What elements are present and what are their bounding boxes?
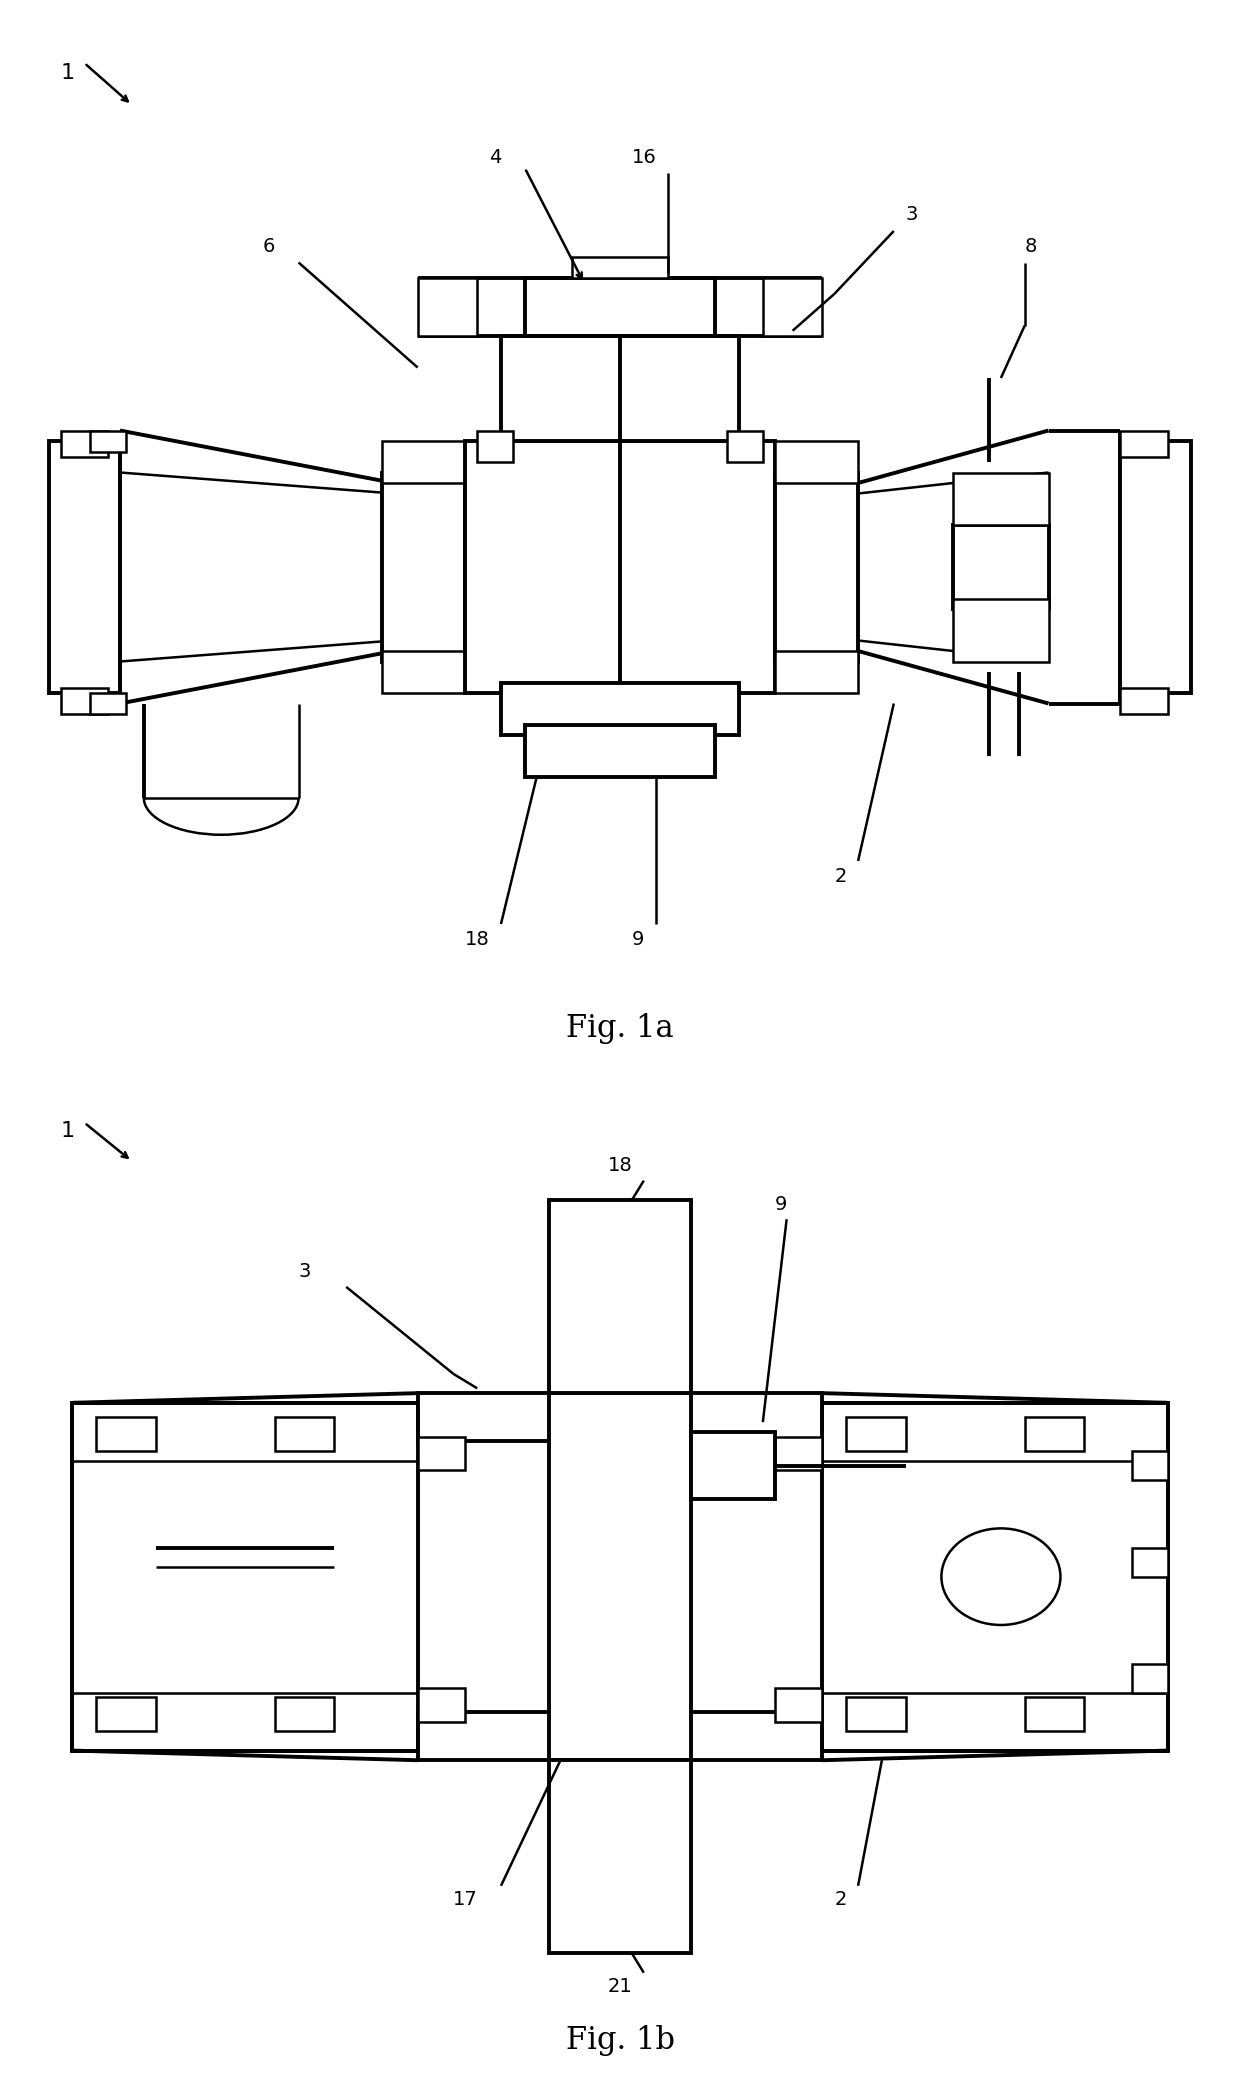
Text: 2: 2 xyxy=(835,1890,847,1909)
Text: 9: 9 xyxy=(632,930,645,949)
Bar xyxy=(1120,441,1192,693)
Bar xyxy=(525,277,715,336)
Text: 21: 21 xyxy=(608,1976,632,1997)
Bar xyxy=(1024,1418,1084,1451)
Bar xyxy=(418,1392,822,1441)
Bar xyxy=(548,1392,692,1760)
Text: 8: 8 xyxy=(1024,237,1037,256)
Bar xyxy=(1120,689,1168,714)
Bar xyxy=(763,277,822,336)
Bar xyxy=(91,430,126,452)
Bar xyxy=(465,441,775,693)
Bar xyxy=(846,1697,905,1730)
Bar xyxy=(477,430,513,462)
Bar xyxy=(954,472,1049,525)
Text: 18: 18 xyxy=(608,1155,632,1176)
Bar xyxy=(91,693,126,714)
Bar xyxy=(548,1760,692,1953)
Text: 6: 6 xyxy=(263,237,275,256)
Bar xyxy=(418,1688,465,1722)
Text: 9: 9 xyxy=(775,1195,787,1214)
Bar xyxy=(418,277,477,336)
Bar xyxy=(1132,1663,1168,1693)
Bar xyxy=(548,1199,692,1392)
Bar xyxy=(501,682,739,735)
Bar xyxy=(97,1418,156,1451)
Bar xyxy=(1132,1548,1168,1577)
Bar xyxy=(954,598,1049,662)
Bar xyxy=(573,258,667,277)
Bar xyxy=(275,1418,335,1451)
Bar xyxy=(775,441,858,483)
Bar xyxy=(97,1697,156,1730)
Bar xyxy=(48,441,120,693)
Text: 17: 17 xyxy=(454,1890,479,1909)
Text: 2: 2 xyxy=(835,867,847,886)
Text: 4: 4 xyxy=(489,147,501,166)
Bar xyxy=(954,525,1049,609)
Bar xyxy=(1120,430,1168,458)
Bar xyxy=(775,472,858,662)
Bar xyxy=(501,336,739,441)
Text: 3: 3 xyxy=(905,206,918,225)
Bar xyxy=(382,651,465,693)
Bar xyxy=(775,1436,822,1470)
Bar xyxy=(275,1697,335,1730)
Text: Fig. 1a: Fig. 1a xyxy=(567,1014,673,1044)
Bar xyxy=(727,430,763,462)
Bar xyxy=(72,1403,418,1751)
Bar xyxy=(775,1688,822,1722)
Bar xyxy=(418,1436,465,1470)
Text: 3: 3 xyxy=(299,1262,311,1281)
Bar xyxy=(61,689,108,714)
Text: 16: 16 xyxy=(632,147,657,166)
Bar xyxy=(822,1403,1168,1751)
Bar xyxy=(692,1432,775,1499)
Bar xyxy=(775,651,858,693)
Bar xyxy=(1024,1697,1084,1730)
Text: 1: 1 xyxy=(61,63,74,82)
Bar xyxy=(418,1712,822,1760)
Bar xyxy=(61,430,108,458)
Bar xyxy=(382,472,465,662)
Bar xyxy=(846,1418,905,1451)
Text: 18: 18 xyxy=(465,930,490,949)
Bar xyxy=(1132,1451,1168,1480)
Bar xyxy=(525,724,715,777)
Bar xyxy=(382,441,465,483)
Text: 1: 1 xyxy=(61,1121,74,1140)
Text: Fig. 1b: Fig. 1b xyxy=(565,2024,675,2056)
